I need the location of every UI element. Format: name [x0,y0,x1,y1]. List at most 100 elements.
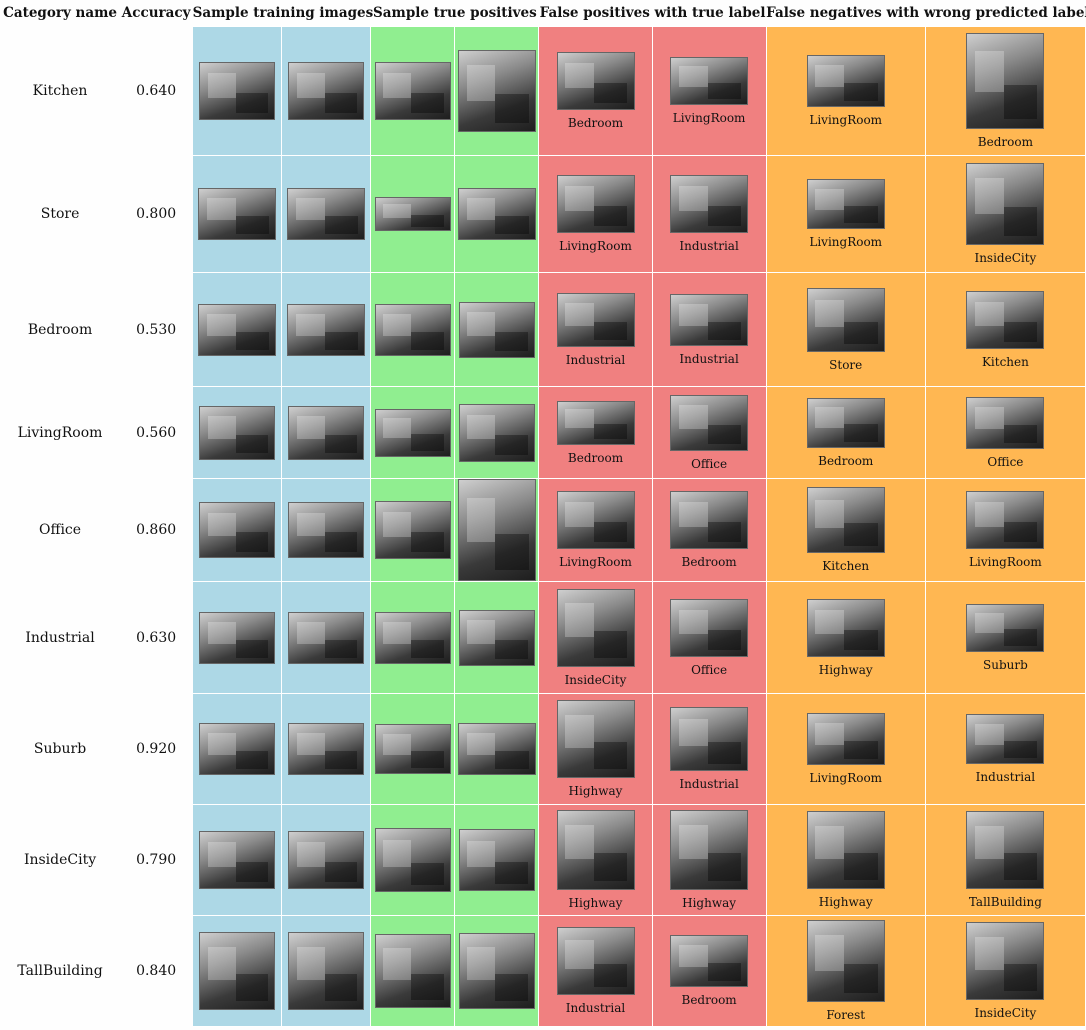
false-negative-label: Bedroom [818,453,874,468]
category-name: Office [0,478,121,582]
accuracy-value: 0.530 [119,272,194,387]
false-positive-cell: LivingRoom [651,26,767,156]
training-image [199,62,276,120]
true-positive-cell [370,478,456,582]
true-positive-cell [454,386,540,479]
true-positive-image [374,828,451,892]
true-positive-image [374,934,451,1008]
table-row: Industrial 0.630 InsideCity Office Highway Su… [0,581,1086,694]
header-true-positives: Sample true positives [370,0,539,27]
false-positive-label: Highway [568,896,623,910]
false-positive-label: Industrial [679,777,739,791]
header-false-negatives: False negatives with wrong predicted lab… [766,0,1086,27]
false-positive-cell: Highway [651,804,767,916]
false-positive-label: Industrial [565,352,626,367]
true-positive-image [374,197,451,231]
table-row: Kitchen 0.640 Bedroom LivingRoom LivingRoom B… [0,26,1086,156]
false-negative-label: Forest [826,1008,866,1022]
false-negative-image [966,290,1045,349]
training-image [199,723,276,775]
true-positive-cell [454,804,540,916]
header-false-positives: False positives with true label [538,0,767,27]
training-image [199,932,276,1010]
false-negative-image [966,714,1045,764]
training-cell [192,272,283,387]
header-category: Category name [0,0,120,27]
header-accuracy: Accuracy [119,0,193,27]
false-positive-label: Bedroom [681,555,737,569]
training-image [287,188,366,240]
false-negative-image [806,397,885,448]
training-image [288,502,365,558]
training-image [199,405,276,460]
false-negative-label: Kitchen [822,559,870,573]
false-negative-cell: Suburb [924,581,1086,694]
training-cell [192,915,283,1027]
true-positive-cell [370,155,456,273]
false-negative-label: LivingRoom [809,771,883,785]
false-positive-cell: Highway [538,804,653,916]
accuracy-value: 0.840 [119,915,194,1027]
accuracy-value: 0.640 [119,26,194,156]
false-negative-label: Store [829,357,863,372]
false-negative-cell: LivingRoom [765,693,926,805]
false-positive-label: Office [691,456,728,471]
category-name: InsideCity [0,804,121,916]
training-cell [192,693,283,805]
training-cell [281,386,372,479]
false-positive-image [670,57,749,105]
true-positive-cell [454,915,540,1027]
true-positive-cell [370,915,456,1027]
false-negative-image [966,491,1045,549]
training-image [199,502,276,558]
false-positive-label: Highway [682,896,737,910]
false-positive-label: Industrial [679,239,739,253]
true-positive-cell [454,478,540,582]
accuracy-value: 0.630 [119,581,194,694]
training-cell [192,478,283,582]
category-name: Suburb [0,693,121,805]
false-positive-cell: LivingRoom [538,155,653,273]
table-row: LivingRoom 0.560 Bedroom Office Bedroom Offic… [0,386,1086,479]
false-negative-label: LivingRoom [809,113,883,127]
false-negative-image [806,287,885,352]
accuracy-value: 0.560 [119,386,194,479]
table-row: Store 0.800 LivingRoom Industrial LivingRoom… [0,155,1086,273]
false-positive-label: Industrial [679,351,739,366]
false-positive-image [670,935,749,987]
table-row: Suburb 0.920 Highway Industrial LivingRoom In… [0,693,1086,805]
false-negative-image [966,396,1045,449]
table-row: Office 0.860 LivingRoom Bedroom Kitchen Livin… [0,478,1086,582]
false-negative-image [966,811,1045,889]
false-positive-cell: Bedroom [651,915,767,1027]
false-negative-image [806,811,885,889]
false-positive-label: InsideCity [564,672,627,687]
training-cell [192,155,283,273]
false-positive-cell: Highway [538,693,653,805]
false-positive-image [670,175,749,233]
false-negative-image [806,487,885,553]
false-negative-image [966,163,1045,245]
training-cell [281,915,372,1027]
category-name: Industrial [0,581,121,694]
false-positive-image [556,491,635,549]
false-positive-image [670,810,749,890]
true-positive-image [457,479,536,581]
false-positive-label: LivingRoom [559,239,632,253]
false-negative-cell: Forest [765,915,926,1027]
false-negative-label: Bedroom [977,135,1033,149]
table-body: Kitchen 0.640 Bedroom LivingRoom LivingRoom B… [0,26,1086,1027]
false-positive-cell: Office [651,386,767,479]
true-positive-cell [454,26,540,156]
false-negative-cell: InsideCity [924,915,1086,1027]
false-positive-label: Industrial [565,1001,626,1015]
training-image [199,611,276,664]
false-positive-cell: Bedroom [538,26,653,156]
true-positive-cell [454,693,540,805]
false-negative-label: Office [987,454,1024,469]
false-negative-cell: LivingRoom [924,478,1086,582]
training-cell [281,155,372,273]
training-cell [192,386,283,479]
header-training: Sample training images [192,0,373,27]
true-positive-image [374,62,451,120]
